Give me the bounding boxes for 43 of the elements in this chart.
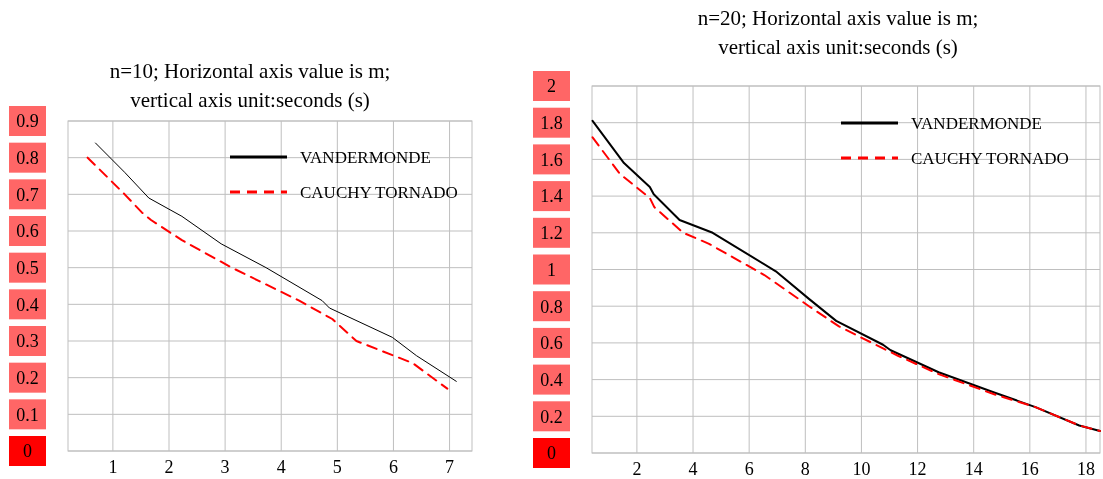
x-tick-label: 2 — [632, 459, 642, 479]
y-tick-label: 0.2 — [540, 406, 563, 427]
y-tick-label: 1.8 — [540, 113, 563, 133]
legend-label: VANDERMONDE — [911, 113, 1042, 133]
y-tick-label: 1 — [547, 259, 556, 280]
y-tick-label: 0.2 — [16, 367, 39, 388]
x-tick-label: 18 — [1076, 459, 1095, 479]
y-tick-label: 0.4 — [16, 294, 39, 315]
y-tick-label: 0.5 — [16, 257, 39, 278]
x-tick-label: 5 — [332, 457, 342, 477]
x-tick-label: 12 — [908, 459, 927, 479]
legend-label: VANDERMONDE — [300, 147, 431, 167]
y-tick-label: 0.4 — [540, 369, 563, 390]
y-tick-label: 0.6 — [540, 333, 563, 354]
legend-label: CAUCHY TORNADO — [911, 148, 1069, 168]
y-tick-label: 0 — [547, 443, 556, 464]
x-tick-label: 2 — [164, 457, 174, 477]
x-tick-label: 1 — [108, 457, 118, 477]
legend-label: CAUCHY TORNADO — [300, 182, 458, 202]
y-tick-label: 0.8 — [540, 296, 563, 317]
y-tick-label: 0 — [23, 441, 32, 462]
y-tick-label: 0.6 — [16, 221, 39, 242]
y-tick-label: 0.1 — [16, 404, 39, 425]
y-tick-label: 1.4 — [540, 186, 563, 207]
x-tick-label: 4 — [688, 459, 698, 479]
y-tick-label: 0.9 — [16, 111, 39, 132]
chart-title: n=10; Horizontal axis value is m; vertical axis unit:seconds (s) — [109, 59, 391, 112]
y-tick-label: 0.7 — [16, 184, 39, 205]
chart-title: n=20; Horizontal axis value is m; vertical axis unit:seconds (s) — [697, 6, 979, 59]
x-tick-label: 14 — [964, 459, 983, 479]
x-tick-label: 6 — [744, 459, 754, 479]
x-tick-label: 8 — [800, 459, 810, 479]
y-tick-label: 1.6 — [540, 149, 563, 170]
y-tick-label: 1.2 — [540, 223, 563, 244]
x-tick-label: 10 — [852, 459, 871, 479]
x-tick-label: 3 — [220, 457, 230, 477]
x-tick-label: 4 — [276, 457, 286, 477]
y-tick-label: 0.3 — [16, 331, 39, 352]
y-tick-label: 0.8 — [16, 147, 39, 168]
x-tick-label: 16 — [1020, 459, 1039, 479]
y-tick-label: 2 — [547, 76, 556, 97]
x-tick-label: 6 — [388, 457, 398, 477]
x-tick-label: 7 — [445, 457, 455, 477]
